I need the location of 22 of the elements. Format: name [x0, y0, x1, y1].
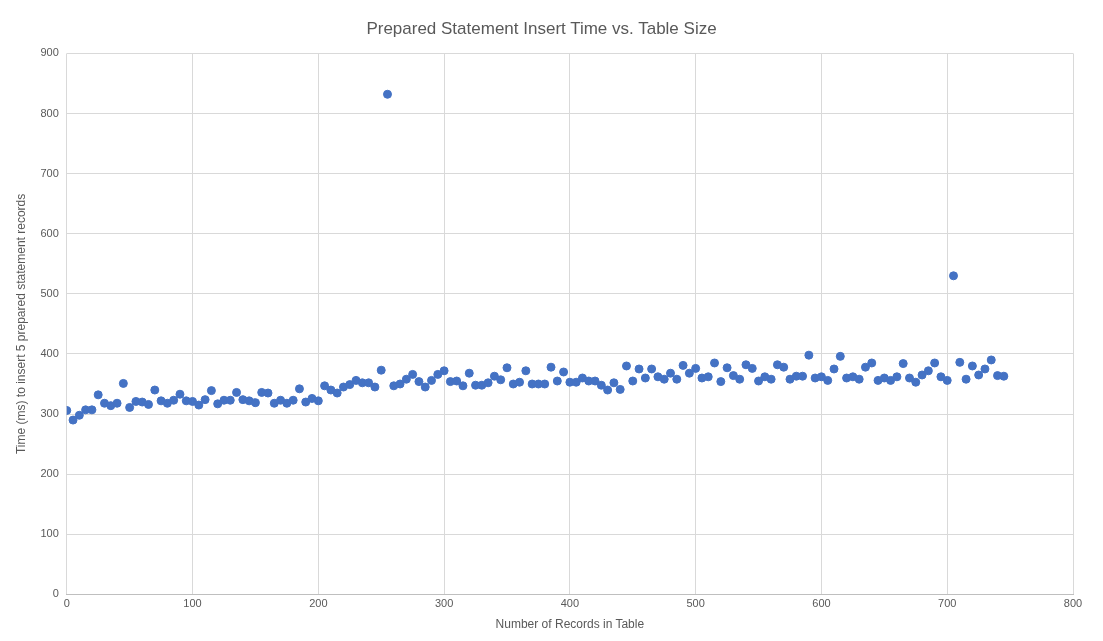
- x-tick-label: 300: [434, 597, 454, 610]
- y-tick-label: 600: [40, 226, 59, 239]
- y-tick-label: 500: [40, 286, 59, 299]
- y-axis-title: Time (ms) to insert 5 prepared statement records: [13, 193, 28, 455]
- x-tick-label: 0: [63, 597, 70, 610]
- x-tick-label: 600: [812, 597, 831, 610]
- chart-title: Prepared Statement Insert Time vs. Table Size: [366, 18, 717, 38]
- y-tick-label: 0: [52, 587, 59, 600]
- x-tick-label: 500: [686, 597, 705, 610]
- y-tick-label: 100: [40, 527, 59, 540]
- y-tick-label: 300: [40, 407, 59, 420]
- y-tick-label: 800: [40, 106, 59, 119]
- y-tick-label: 400: [40, 346, 59, 359]
- x-tick-label: 100: [183, 597, 202, 610]
- x-tick-label: 400: [560, 597, 580, 610]
- x-tick-label: 700: [938, 597, 957, 610]
- y-tick-label: 700: [40, 166, 59, 179]
- x-tick-label: 200: [309, 597, 328, 610]
- x-axis-title: Number of Records in Table: [495, 617, 645, 632]
- x-tick-label: 800: [1063, 597, 1083, 610]
- y-tick-label: 200: [40, 467, 59, 480]
- y-tick-label: 900: [40, 46, 59, 59]
